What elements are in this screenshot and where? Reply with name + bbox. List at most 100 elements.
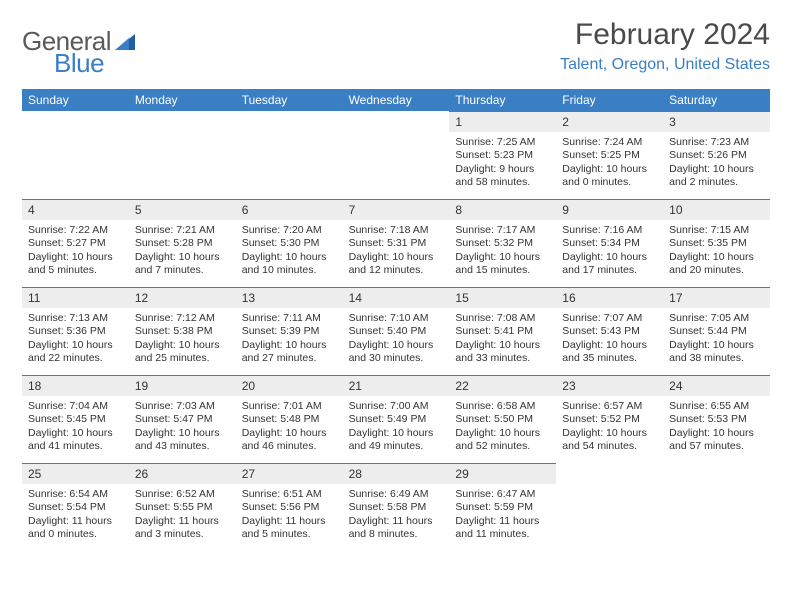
empty-cell	[556, 463, 663, 551]
sunrise-text: Sunrise: 7:24 AM	[562, 136, 657, 149]
day-cell: 25Sunrise: 6:54 AMSunset: 5:54 PMDayligh…	[22, 463, 129, 551]
daylight1-text: Daylight: 10 hours	[349, 339, 444, 352]
day-number: 23	[556, 375, 663, 396]
sunrise-text: Sunrise: 6:54 AM	[28, 488, 123, 501]
day-cell: 10Sunrise: 7:15 AMSunset: 5:35 PMDayligh…	[663, 199, 770, 287]
day-body: Sunrise: 7:12 AMSunset: 5:38 PMDaylight:…	[129, 308, 236, 372]
sunset-text: Sunset: 5:48 PM	[242, 413, 337, 426]
week-row: 1Sunrise: 7:25 AMSunset: 5:23 PMDaylight…	[22, 111, 770, 199]
sunset-text: Sunset: 5:38 PM	[135, 325, 230, 338]
day-cell: 14Sunrise: 7:10 AMSunset: 5:40 PMDayligh…	[343, 287, 450, 375]
daylight1-text: Daylight: 10 hours	[562, 251, 657, 264]
day-body: Sunrise: 7:08 AMSunset: 5:41 PMDaylight:…	[449, 308, 556, 372]
sunset-text: Sunset: 5:25 PM	[562, 149, 657, 162]
day-number: 9	[556, 199, 663, 220]
day-number: 10	[663, 199, 770, 220]
day-body: Sunrise: 7:22 AMSunset: 5:27 PMDaylight:…	[22, 220, 129, 284]
sunset-text: Sunset: 5:56 PM	[242, 501, 337, 514]
day-body: Sunrise: 7:25 AMSunset: 5:23 PMDaylight:…	[449, 132, 556, 196]
sunrise-text: Sunrise: 7:21 AM	[135, 224, 230, 237]
day-number	[556, 463, 663, 484]
day-number: 21	[343, 375, 450, 396]
daylight1-text: Daylight: 10 hours	[669, 339, 764, 352]
sunrise-text: Sunrise: 7:16 AM	[562, 224, 657, 237]
day-cell: 26Sunrise: 6:52 AMSunset: 5:55 PMDayligh…	[129, 463, 236, 551]
sunrise-text: Sunrise: 6:55 AM	[669, 400, 764, 413]
sunrise-text: Sunrise: 6:57 AM	[562, 400, 657, 413]
daylight2-text: and 54 minutes.	[562, 440, 657, 453]
day-cell: 8Sunrise: 7:17 AMSunset: 5:32 PMDaylight…	[449, 199, 556, 287]
day-cell: 4Sunrise: 7:22 AMSunset: 5:27 PMDaylight…	[22, 199, 129, 287]
sunrise-text: Sunrise: 7:12 AM	[135, 312, 230, 325]
day-body: Sunrise: 6:54 AMSunset: 5:54 PMDaylight:…	[22, 484, 129, 548]
daylight1-text: Daylight: 10 hours	[669, 251, 764, 264]
daylight2-text: and 41 minutes.	[28, 440, 123, 453]
sunrise-text: Sunrise: 7:01 AM	[242, 400, 337, 413]
day-body: Sunrise: 6:47 AMSunset: 5:59 PMDaylight:…	[449, 484, 556, 548]
day-body: Sunrise: 7:23 AMSunset: 5:26 PMDaylight:…	[663, 132, 770, 196]
sunrise-text: Sunrise: 7:20 AM	[242, 224, 337, 237]
sunrise-text: Sunrise: 6:49 AM	[349, 488, 444, 501]
day-body: Sunrise: 6:52 AMSunset: 5:55 PMDaylight:…	[129, 484, 236, 548]
daylight2-text: and 33 minutes.	[455, 352, 550, 365]
day-body: Sunrise: 7:05 AMSunset: 5:44 PMDaylight:…	[663, 308, 770, 372]
daylight1-text: Daylight: 11 hours	[135, 515, 230, 528]
daylight2-text: and 35 minutes.	[562, 352, 657, 365]
week-row: 4Sunrise: 7:22 AMSunset: 5:27 PMDaylight…	[22, 199, 770, 287]
daylight1-text: Daylight: 11 hours	[242, 515, 337, 528]
sunrise-text: Sunrise: 7:07 AM	[562, 312, 657, 325]
day-body: Sunrise: 6:51 AMSunset: 5:56 PMDaylight:…	[236, 484, 343, 548]
sunrise-text: Sunrise: 7:13 AM	[28, 312, 123, 325]
daylight2-text: and 12 minutes.	[349, 264, 444, 277]
day-body: Sunrise: 7:17 AMSunset: 5:32 PMDaylight:…	[449, 220, 556, 284]
day-body: Sunrise: 7:00 AMSunset: 5:49 PMDaylight:…	[343, 396, 450, 460]
sunset-text: Sunset: 5:44 PM	[669, 325, 764, 338]
sunset-text: Sunset: 5:26 PM	[669, 149, 764, 162]
daylight2-text: and 57 minutes.	[669, 440, 764, 453]
day-number: 2	[556, 111, 663, 132]
weeks-container: 1Sunrise: 7:25 AMSunset: 5:23 PMDaylight…	[22, 111, 770, 551]
day-cell: 21Sunrise: 7:00 AMSunset: 5:49 PMDayligh…	[343, 375, 450, 463]
day-number	[129, 111, 236, 132]
daylight2-text: and 46 minutes.	[242, 440, 337, 453]
day-body: Sunrise: 7:10 AMSunset: 5:40 PMDaylight:…	[343, 308, 450, 372]
day-body: Sunrise: 7:03 AMSunset: 5:47 PMDaylight:…	[129, 396, 236, 460]
empty-cell	[236, 111, 343, 199]
day-number: 26	[129, 463, 236, 484]
day-number: 3	[663, 111, 770, 132]
sunrise-text: Sunrise: 7:18 AM	[349, 224, 444, 237]
day-number: 7	[343, 199, 450, 220]
sunset-text: Sunset: 5:31 PM	[349, 237, 444, 250]
day-cell: 9Sunrise: 7:16 AMSunset: 5:34 PMDaylight…	[556, 199, 663, 287]
dow-cell: Monday	[129, 89, 236, 111]
daylight1-text: Daylight: 10 hours	[28, 339, 123, 352]
daylight2-text: and 58 minutes.	[455, 176, 550, 189]
daylight2-text: and 15 minutes.	[455, 264, 550, 277]
day-body: Sunrise: 6:49 AMSunset: 5:58 PMDaylight:…	[343, 484, 450, 548]
day-cell: 22Sunrise: 6:58 AMSunset: 5:50 PMDayligh…	[449, 375, 556, 463]
day-number: 11	[22, 287, 129, 308]
day-body: Sunrise: 7:16 AMSunset: 5:34 PMDaylight:…	[556, 220, 663, 284]
sunset-text: Sunset: 5:53 PM	[669, 413, 764, 426]
daylight2-text: and 38 minutes.	[669, 352, 764, 365]
day-number	[343, 111, 450, 132]
sunset-text: Sunset: 5:27 PM	[28, 237, 123, 250]
sunset-text: Sunset: 5:39 PM	[242, 325, 337, 338]
day-cell: 12Sunrise: 7:12 AMSunset: 5:38 PMDayligh…	[129, 287, 236, 375]
day-cell: 5Sunrise: 7:21 AMSunset: 5:28 PMDaylight…	[129, 199, 236, 287]
day-cell: 16Sunrise: 7:07 AMSunset: 5:43 PMDayligh…	[556, 287, 663, 375]
sunset-text: Sunset: 5:43 PM	[562, 325, 657, 338]
day-number: 24	[663, 375, 770, 396]
sunset-text: Sunset: 5:30 PM	[242, 237, 337, 250]
daylight1-text: Daylight: 10 hours	[455, 339, 550, 352]
day-cell: 20Sunrise: 7:01 AMSunset: 5:48 PMDayligh…	[236, 375, 343, 463]
sunrise-text: Sunrise: 6:52 AM	[135, 488, 230, 501]
day-cell: 18Sunrise: 7:04 AMSunset: 5:45 PMDayligh…	[22, 375, 129, 463]
daylight1-text: Daylight: 10 hours	[349, 251, 444, 264]
daylight2-text: and 2 minutes.	[669, 176, 764, 189]
day-cell: 13Sunrise: 7:11 AMSunset: 5:39 PMDayligh…	[236, 287, 343, 375]
daylight2-text: and 10 minutes.	[242, 264, 337, 277]
daylight1-text: Daylight: 10 hours	[562, 339, 657, 352]
day-body: Sunrise: 7:01 AMSunset: 5:48 PMDaylight:…	[236, 396, 343, 460]
daylight1-text: Daylight: 10 hours	[669, 427, 764, 440]
